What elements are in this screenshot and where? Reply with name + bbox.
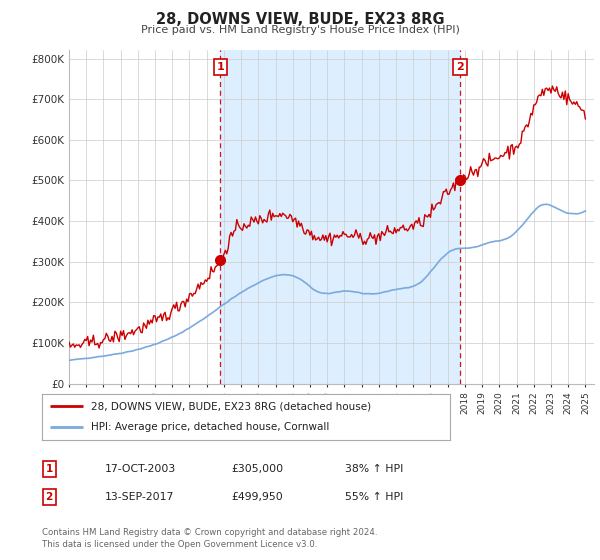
Text: 2: 2 (456, 62, 464, 72)
Text: HPI: Average price, detached house, Cornwall: HPI: Average price, detached house, Corn… (91, 422, 329, 432)
Text: 28, DOWNS VIEW, BUDE, EX23 8RG (detached house): 28, DOWNS VIEW, BUDE, EX23 8RG (detached… (91, 401, 371, 411)
Text: 1: 1 (217, 62, 224, 72)
Text: 2: 2 (46, 492, 53, 502)
Text: Contains HM Land Registry data © Crown copyright and database right 2024.: Contains HM Land Registry data © Crown c… (42, 528, 377, 536)
Text: 13-SEP-2017: 13-SEP-2017 (105, 492, 175, 502)
Text: Price paid vs. HM Land Registry's House Price Index (HPI): Price paid vs. HM Land Registry's House … (140, 25, 460, 35)
Text: £499,950: £499,950 (231, 492, 283, 502)
Text: This data is licensed under the Open Government Licence v3.0.: This data is licensed under the Open Gov… (42, 540, 317, 549)
Text: 38% ↑ HPI: 38% ↑ HPI (345, 464, 403, 474)
Text: 1: 1 (46, 464, 53, 474)
Bar (220, 50, 460, 384)
Text: 55% ↑ HPI: 55% ↑ HPI (345, 492, 403, 502)
Text: £305,000: £305,000 (231, 464, 283, 474)
Text: 28, DOWNS VIEW, BUDE, EX23 8RG: 28, DOWNS VIEW, BUDE, EX23 8RG (155, 12, 445, 27)
Text: 17-OCT-2003: 17-OCT-2003 (105, 464, 176, 474)
